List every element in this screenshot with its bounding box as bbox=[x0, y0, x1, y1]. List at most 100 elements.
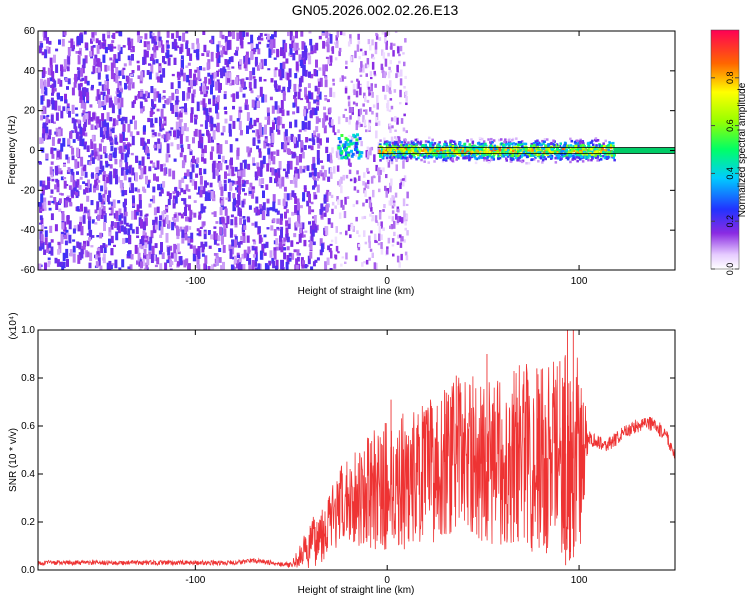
spectrogram-cell bbox=[386, 246, 389, 250]
spectrogram-cell bbox=[352, 133, 356, 137]
spectrogram-cell bbox=[137, 188, 141, 193]
spectrogram-cell bbox=[80, 67, 84, 77]
spectrogram-cell bbox=[420, 158, 423, 162]
spectrogram-cell bbox=[183, 189, 187, 195]
spectrogram-cell bbox=[373, 262, 377, 270]
spectrogram-cell bbox=[138, 268, 142, 270]
spectrogram-cell bbox=[348, 169, 352, 175]
spectrogram-cell bbox=[403, 149, 407, 152]
spectrogram-cell bbox=[482, 140, 486, 143]
spectrogram-cell bbox=[52, 121, 56, 124]
spectrogram-x-axis-label: Height of straight line (km) bbox=[298, 286, 415, 297]
spectrogram-cell bbox=[293, 136, 296, 144]
spectrogram-cell bbox=[538, 153, 541, 156]
spectrogram-cell bbox=[378, 167, 382, 170]
spectrogram-cell bbox=[388, 149, 391, 152]
spectrogram-cell bbox=[148, 71, 152, 80]
spectrogram-cell bbox=[163, 61, 167, 65]
spectrogram-cell bbox=[541, 158, 545, 162]
spectrogram-cell bbox=[176, 190, 180, 197]
spectrogram-cell bbox=[352, 141, 356, 145]
spectrogram-cell bbox=[150, 64, 154, 74]
spectrogram-cell bbox=[507, 139, 511, 142]
spectrogram-cell bbox=[333, 41, 337, 45]
spectrogram-cell bbox=[190, 238, 194, 243]
spectrogram-cell bbox=[310, 145, 314, 151]
spectrogram-cell bbox=[453, 144, 456, 148]
spectrogram-cell bbox=[500, 148, 504, 152]
spectrogram-cell bbox=[202, 186, 206, 195]
spectrogram-cell bbox=[72, 253, 76, 263]
spectrogram-cell bbox=[99, 127, 103, 138]
spectrogram-cell bbox=[296, 198, 300, 205]
spectrogram-cell bbox=[258, 41, 262, 45]
spectrogram-cell bbox=[287, 31, 290, 37]
spectrogram-cell bbox=[226, 215, 230, 224]
spectrogram-cell bbox=[148, 241, 152, 251]
spectrogram-cell bbox=[378, 150, 381, 154]
spectrogram-cell bbox=[370, 176, 374, 184]
spectrogram-cell bbox=[66, 66, 70, 72]
spectrogram-cell bbox=[80, 248, 84, 259]
spectrogram-cell bbox=[67, 167, 71, 173]
spectrogram-cell bbox=[280, 213, 283, 221]
spectrogram-cell bbox=[119, 46, 123, 55]
spectrogram-cell bbox=[509, 142, 512, 145]
spectrogram-cell bbox=[303, 59, 306, 65]
spectrogram-cell bbox=[215, 81, 219, 91]
spectrogram-cell bbox=[143, 253, 146, 259]
spectrogram-cell bbox=[279, 107, 283, 114]
spectrogram-cell bbox=[84, 182, 88, 187]
spectrogram-cell bbox=[299, 154, 302, 163]
spectrogram-cell bbox=[295, 42, 299, 51]
spectrogram-cell bbox=[112, 199, 116, 209]
spectrogram-cell bbox=[365, 150, 368, 158]
spectrogram-cell bbox=[136, 31, 140, 36]
spectrogram-cell bbox=[63, 59, 67, 69]
spectrogram-cell bbox=[240, 235, 244, 241]
spectrogram-cell bbox=[185, 136, 189, 142]
spectrogram-cell bbox=[80, 34, 84, 44]
spectrogram-cell bbox=[126, 76, 130, 85]
spectrogram-cell bbox=[555, 154, 558, 157]
spectrogram-cell bbox=[77, 254, 81, 264]
spectrogram-cell bbox=[384, 37, 387, 44]
spectrogram-cell bbox=[206, 62, 210, 71]
spectrogram-cell bbox=[160, 108, 164, 119]
spectrogram-cell bbox=[302, 198, 305, 202]
spectrogram-cell bbox=[229, 144, 233, 153]
spectrogram-cell bbox=[44, 87, 48, 96]
spectrogram-cell bbox=[364, 95, 367, 102]
y-tick-label: 20 bbox=[24, 106, 36, 117]
spectrogram-cell bbox=[136, 60, 140, 64]
spectrogram-cell bbox=[189, 53, 193, 61]
spectrogram-cell bbox=[90, 117, 94, 122]
spectrogram-cell bbox=[255, 206, 259, 216]
x-tick-label: -100 bbox=[185, 276, 205, 287]
spectrogram-cell bbox=[480, 156, 483, 159]
spectrogram-cell bbox=[404, 145, 407, 148]
spectrogram-cell bbox=[532, 146, 536, 150]
spectrogram-cell bbox=[228, 123, 232, 133]
spectrogram-cell bbox=[344, 154, 348, 158]
spectrogram-cell bbox=[51, 200, 55, 204]
spectrogram-cell bbox=[568, 153, 572, 156]
spectrogram-cell bbox=[293, 233, 297, 238]
spectrogram-cell bbox=[122, 45, 126, 48]
spectrogram-cell bbox=[504, 141, 508, 144]
spectrogram-cell bbox=[385, 42, 388, 50]
spectrogram-cell bbox=[146, 70, 150, 75]
spectrogram-cell bbox=[110, 221, 114, 226]
spectrogram-cell bbox=[57, 150, 60, 158]
spectrogram-cell bbox=[208, 78, 212, 85]
spectrogram-cell bbox=[274, 101, 278, 110]
spectrogram-cell bbox=[469, 152, 472, 156]
spectrogram-cell bbox=[293, 144, 297, 149]
spectrogram-cell bbox=[578, 140, 582, 143]
spectrogram-cell bbox=[148, 251, 152, 260]
spectrogram-cell bbox=[432, 143, 435, 147]
spectrogram-cell bbox=[354, 148, 357, 151]
spectrogram-cell bbox=[294, 204, 298, 214]
spectrogram-cell bbox=[412, 141, 415, 145]
spectrogram-cell bbox=[280, 47, 283, 57]
